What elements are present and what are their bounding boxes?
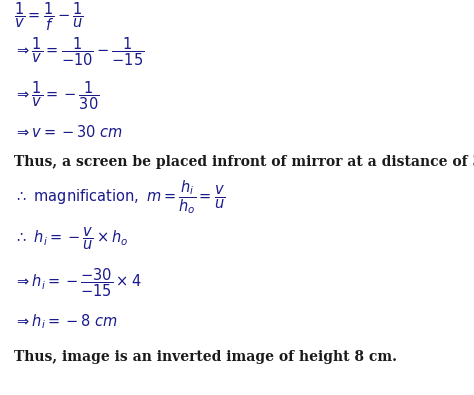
Text: Thus, a screen be placed infront of mirror at a distance of 30 cm from it.: Thus, a screen be placed infront of mirr… bbox=[14, 155, 474, 169]
Text: $\dfrac{1}{v} = \dfrac{1}{f} - \dfrac{1}{u}$: $\dfrac{1}{v} = \dfrac{1}{f} - \dfrac{1}… bbox=[14, 0, 84, 33]
Text: $\Rightarrow \dfrac{1}{v} = \dfrac{1}{-10} - \dfrac{1}{-15}$: $\Rightarrow \dfrac{1}{v} = \dfrac{1}{-1… bbox=[14, 36, 145, 68]
Text: $\Rightarrow v = -30\ cm$: $\Rightarrow v = -30\ cm$ bbox=[14, 124, 123, 140]
Text: $\therefore\ \mathrm{magnification,}\ m = \dfrac{h_i}{h_o} = \dfrac{v}{u}$: $\therefore\ \mathrm{magnification,}\ m … bbox=[14, 178, 226, 216]
Text: Thus, image is an inverted image of height 8 cm.: Thus, image is an inverted image of heig… bbox=[14, 350, 397, 365]
Text: $\Rightarrow h_i = -8\ cm$: $\Rightarrow h_i = -8\ cm$ bbox=[14, 312, 118, 331]
Text: $\Rightarrow \dfrac{1}{v} = -\dfrac{1}{30}$: $\Rightarrow \dfrac{1}{v} = -\dfrac{1}{3… bbox=[14, 79, 100, 112]
Text: $\therefore\ h_i = -\dfrac{v}{u} \times h_o$: $\therefore\ h_i = -\dfrac{v}{u} \times … bbox=[14, 226, 128, 252]
Text: $\Rightarrow h_i = -\dfrac{-30}{-15} \times 4$: $\Rightarrow h_i = -\dfrac{-30}{-15} \ti… bbox=[14, 266, 142, 299]
